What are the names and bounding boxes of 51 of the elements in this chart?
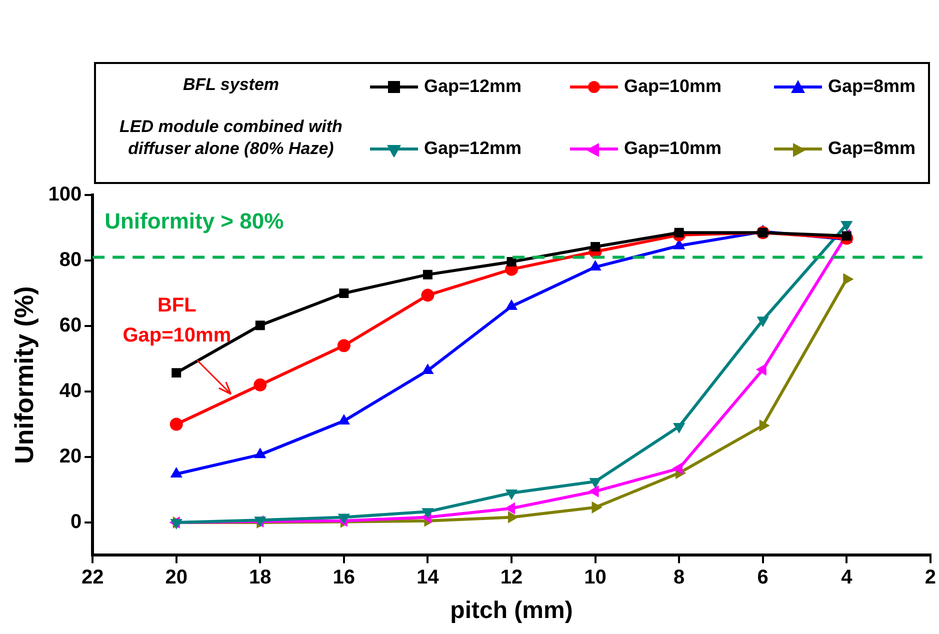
point xyxy=(590,260,601,271)
point xyxy=(506,300,518,310)
text: BFL system xyxy=(182,74,280,96)
x-tick-label: 22 xyxy=(81,566,104,589)
point xyxy=(170,418,183,431)
x-tick-label: 14 xyxy=(416,566,440,589)
point xyxy=(422,364,434,374)
x-tick-label: 20 xyxy=(165,566,188,589)
y-axis-title: Uniformity (%) xyxy=(8,286,39,464)
x-tick-label: 2 xyxy=(924,566,936,589)
legend-label: Gap=8mm xyxy=(828,138,916,159)
legend-label: Gap=8mm xyxy=(828,76,916,97)
point xyxy=(506,257,516,267)
legend-label: Gap=12mm xyxy=(424,76,522,97)
point xyxy=(592,502,602,514)
point xyxy=(590,242,600,252)
x-axis-title: pitch (mm) xyxy=(450,597,573,624)
x-tick-label: 16 xyxy=(332,566,356,589)
y-tick-label: 80 xyxy=(59,249,82,272)
y-tick-label: 0 xyxy=(70,510,82,533)
y-tick-label: 100 xyxy=(48,184,82,206)
x-tick-label: 6 xyxy=(757,566,768,589)
point xyxy=(172,368,182,378)
text: LED module combined with diffuser alone (80% Haze) xyxy=(118,116,344,160)
point xyxy=(422,508,434,518)
point xyxy=(505,502,516,514)
x-tick-label: 4 xyxy=(841,566,854,589)
legend-label: Gap=10mm xyxy=(624,138,722,159)
point xyxy=(590,478,601,488)
point xyxy=(421,288,434,302)
legend-label: Gap=12mm xyxy=(424,138,522,159)
y-tick-label: 20 xyxy=(59,445,82,468)
x-tick-label: 18 xyxy=(249,566,272,589)
ref-line-label: Uniformity > 80% xyxy=(104,208,284,234)
x-tick-label: 8 xyxy=(674,566,685,589)
legend-label: Gap=10mm xyxy=(624,76,722,97)
y-tick-label: 60 xyxy=(59,314,82,336)
point xyxy=(506,489,518,500)
point xyxy=(672,462,683,474)
x-tick-label: 12 xyxy=(500,566,523,589)
x-tick-label: 10 xyxy=(584,566,606,589)
point xyxy=(759,420,770,432)
point xyxy=(674,228,684,238)
point xyxy=(337,339,350,352)
point xyxy=(254,378,267,392)
point xyxy=(339,288,349,298)
point xyxy=(255,320,265,330)
annotation: BFL Gap=10mm xyxy=(122,294,232,347)
point xyxy=(338,514,350,524)
point xyxy=(422,270,432,280)
y-tick-label: 40 xyxy=(59,380,82,402)
